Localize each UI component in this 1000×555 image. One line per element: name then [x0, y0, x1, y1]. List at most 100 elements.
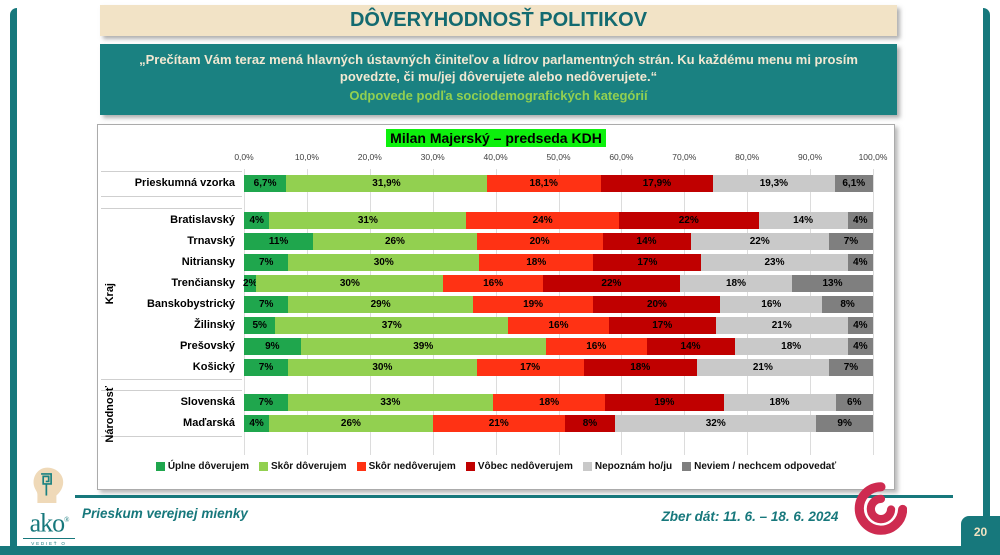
bar-segment-value: 30%	[339, 278, 360, 289]
group-box-narodnost	[101, 390, 242, 437]
ako-logo: ako® VEDIEŤ O SEBE	[14, 466, 84, 551]
stacked-bar: 7% 29% 19% 20% 16% 8%	[244, 296, 873, 313]
question-banner: „Prečítam Vám teraz mená hlavných ústavn…	[100, 44, 897, 115]
legend-item: Vôbec nedôverujem	[465, 461, 573, 472]
category-label: Nitriansky	[181, 256, 235, 268]
bar-segment-value: 20%	[529, 236, 550, 247]
legend-item: Nepoznám ho/ju	[582, 461, 673, 472]
bar-segment: 31%	[269, 212, 467, 229]
bar-segment: 17%	[593, 254, 702, 271]
bar-segment-value: 17%	[520, 362, 541, 373]
bar-segment-value: 13%	[822, 278, 843, 289]
x-axis-tick-label: 80,0%	[735, 152, 760, 162]
bar-segment: 21%	[715, 317, 848, 334]
bar-segment-value: 6,7%	[253, 178, 277, 189]
legend-label: Nepoznám ho/ju	[594, 461, 673, 472]
category-label: Banskobystrický	[146, 298, 235, 310]
bar-segment-value: 17,9%	[642, 178, 672, 189]
bar-segment-value: 23%	[764, 257, 785, 268]
bar-segment-value: 4%	[249, 418, 264, 429]
legend-item: Skôr nedôverujem	[356, 461, 456, 472]
ako-tagline: VEDIEŤ O SEBE	[23, 537, 75, 551]
bar-segment-value: 16%	[761, 299, 782, 310]
group-box-sample	[101, 171, 242, 197]
bar-segment-value: 16%	[586, 341, 607, 352]
bar-segment-value: 7%	[259, 299, 274, 310]
bar-segment-value: 5%	[252, 320, 267, 331]
bar-segment-value: 4%	[853, 320, 868, 331]
legend-swatch-icon	[258, 462, 268, 471]
bar-segment-value: 22%	[601, 278, 622, 289]
bar-segment: 23%	[701, 254, 848, 271]
bar-segment: 5%	[244, 317, 276, 334]
bar-segment: 14%	[646, 338, 735, 355]
x-axis-tick-label: 30,0%	[420, 152, 445, 162]
bar-segment: 39%	[300, 338, 546, 355]
page-number-badge: 20	[961, 516, 1000, 547]
bar-segment-value: 9%	[837, 418, 852, 429]
bar-segment: 8%	[564, 415, 616, 432]
legend-swatch-icon	[465, 462, 475, 471]
category-label: Trnavský	[187, 235, 235, 247]
bar-segment-value: 18%	[769, 397, 790, 408]
bar-segment-value: 18%	[781, 341, 802, 352]
bar-segment: 9%	[816, 415, 873, 432]
bar-segment-value: 19,3%	[759, 178, 789, 189]
bar-segment-value: 19%	[654, 397, 675, 408]
bar-segment: 19,3%	[713, 175, 835, 192]
bar-segment: 4%	[847, 338, 873, 355]
stacked-bar: 2% 30% 16% 22% 18% 13%	[243, 275, 873, 292]
bar-segment: 14%	[602, 233, 691, 250]
bar-segment-value: 7%	[259, 257, 274, 268]
bar-segment-value: 22%	[678, 215, 699, 226]
bar-segment-value: 21%	[752, 362, 773, 373]
bar-segment: 31,9%	[286, 175, 487, 192]
bar-segment: 6,1%	[834, 175, 873, 192]
bar-segment-value: 4%	[853, 215, 868, 226]
legend-label: Úplne dôverujem	[167, 461, 249, 472]
bar-segment-value: 18%	[725, 278, 746, 289]
bar-segment: 18%	[723, 394, 836, 411]
spiral-logo-icon	[853, 480, 908, 543]
bar-segment-value: 4%	[853, 257, 868, 268]
bar-segment: 6%	[835, 394, 873, 411]
footer-left-text: Prieskum verejnej mienky	[82, 506, 248, 521]
x-axis-tick-label: 50,0%	[546, 152, 571, 162]
bar-segment-value: 14%	[793, 215, 814, 226]
bar-segment: 16%	[443, 275, 543, 292]
bar-segment-value: 17%	[652, 320, 673, 331]
bar-segment: 17%	[608, 317, 716, 334]
legend-label: Skôr dôverujem	[270, 461, 347, 472]
stacked-bar: 9% 39% 16% 14% 18% 4%	[244, 338, 873, 355]
chart-panel: Milan Majerský – predseda KDH Kraj Národ…	[97, 124, 895, 490]
page-title: DÔVERYHODNOSŤ POLITIKOV	[100, 5, 897, 36]
bar-segment-value: 18%	[539, 397, 560, 408]
bar-segment: 21%	[432, 415, 565, 432]
bar-segment-value: 24%	[532, 215, 553, 226]
bar-segment: 7%	[244, 359, 289, 376]
bar-segment: 32%	[615, 415, 817, 432]
bar-segment-value: 22%	[749, 236, 770, 247]
bar-segment-value: 30%	[373, 257, 394, 268]
bar-segment: 9%	[244, 338, 301, 355]
bar-segment-value: 19%	[523, 299, 544, 310]
stacked-bar: 11% 26% 20% 14% 22% 7%	[244, 233, 873, 250]
bar-segment: 7%	[244, 296, 289, 313]
bar-segment: 21%	[696, 359, 829, 376]
legend-item: Neviem / nechcem odpovedať	[682, 461, 836, 472]
bar-segment: 4%	[847, 254, 873, 271]
chart-gridline	[873, 169, 874, 455]
stacked-bar: 7% 30% 18% 17% 23% 4%	[244, 254, 873, 271]
bar-segment-value: 18%	[526, 257, 547, 268]
bar-segment-value: 29%	[370, 299, 391, 310]
bar-segment-value: 37%	[381, 320, 402, 331]
category-label: Žilinský	[194, 319, 235, 331]
stacked-bar: 4% 31% 24% 22% 14% 4%	[244, 212, 873, 229]
bar-segment-value: 33%	[380, 397, 401, 408]
footer-divider	[75, 495, 953, 498]
chart-legend: Úplne dôverujem Skôr dôverujem Skôr nedôve…	[98, 461, 894, 472]
x-axis-tick-label: 100,0%	[858, 152, 888, 162]
bar-segment: 19%	[605, 394, 724, 411]
bar-segment: 14%	[758, 212, 848, 229]
